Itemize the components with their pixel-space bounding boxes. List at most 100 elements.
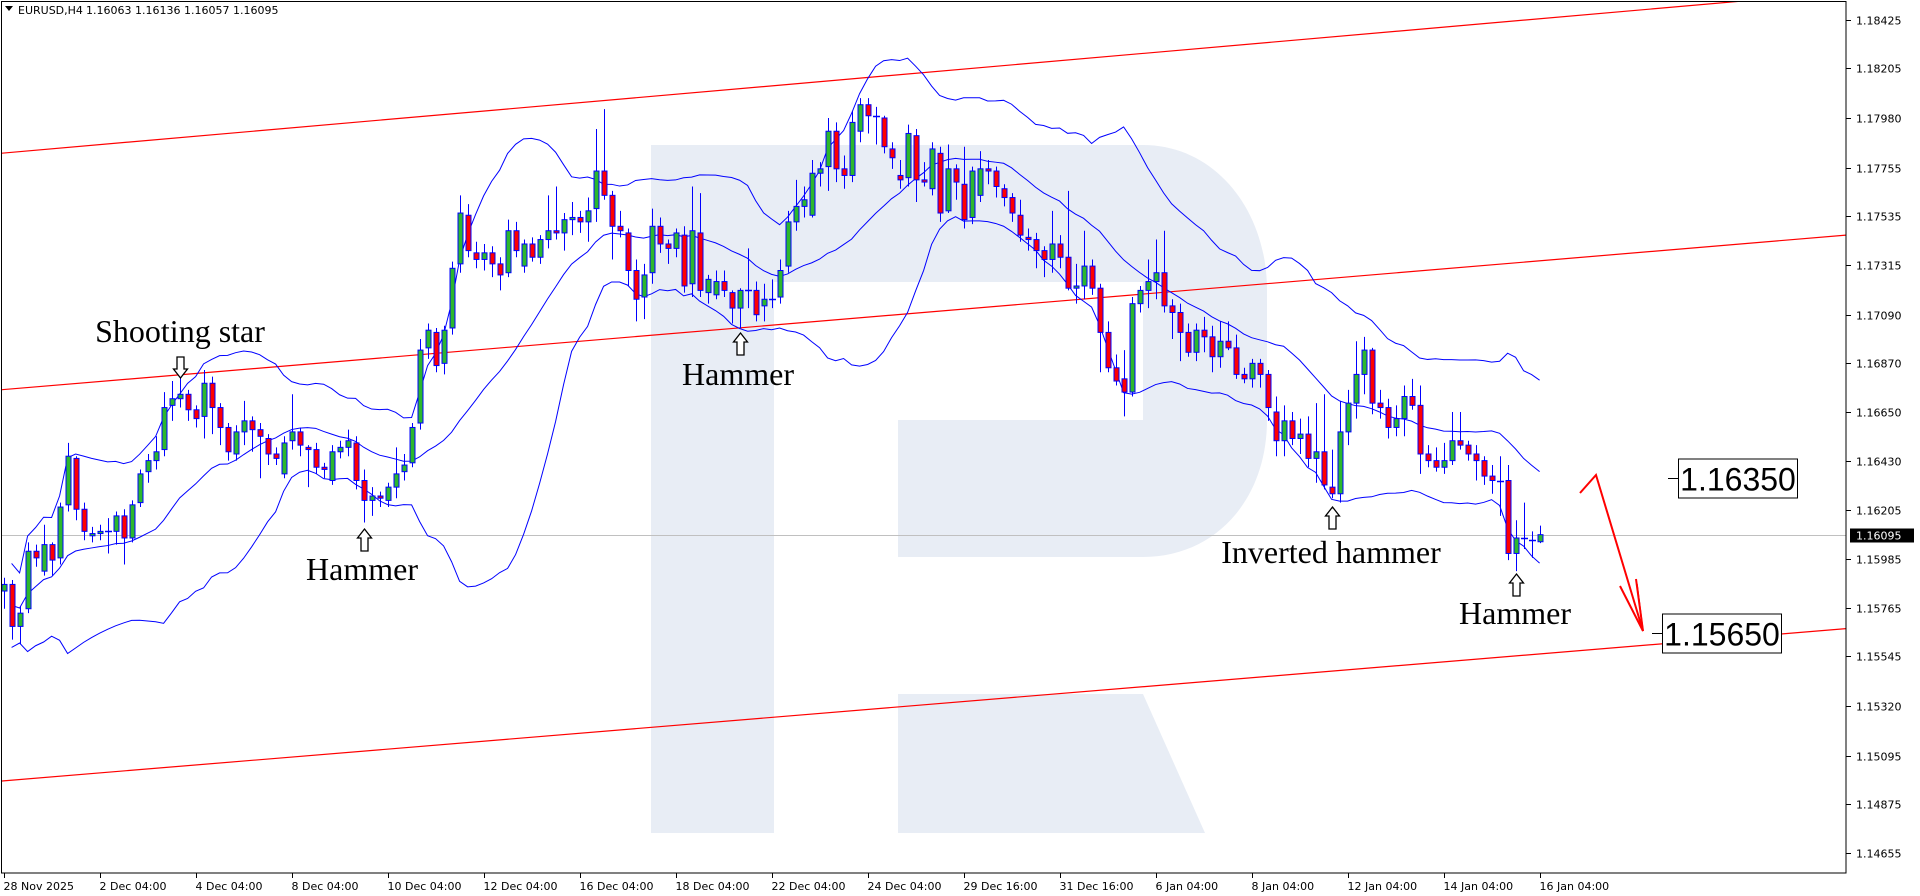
candle	[73, 456, 80, 521]
candle-body-bear	[1369, 349, 1376, 404]
candle-body-bear	[1105, 331, 1112, 369]
candle-body-bear	[553, 230, 560, 234]
candle	[801, 186, 808, 218]
candle-body-bull	[289, 431, 296, 442]
time-tick-label: 16 Jan 04:00	[1540, 880, 1610, 893]
candle	[465, 204, 472, 258]
candle	[601, 109, 608, 200]
candle	[49, 542, 56, 576]
price-tick-label: 1.18205	[1856, 63, 1902, 76]
candle	[1177, 303, 1184, 362]
candle-body-bear	[297, 431, 304, 446]
candle-body-bull	[1345, 402, 1352, 433]
candle	[1465, 440, 1472, 461]
candle-body-bear	[193, 409, 200, 420]
candle-body-bear	[1505, 480, 1512, 554]
channel-line	[2, 628, 1846, 782]
candle	[857, 98, 864, 143]
candle	[1353, 341, 1360, 419]
candle	[1225, 321, 1232, 351]
candle	[1233, 334, 1240, 379]
candle	[1305, 416, 1312, 468]
candle-body-bear	[49, 544, 56, 561]
candle-body-bull	[689, 230, 696, 285]
candle	[1121, 350, 1128, 417]
candle-body-bull	[585, 210, 592, 223]
candle	[1137, 285, 1144, 313]
candle-body-bull	[1393, 418, 1400, 428]
triangle-down-icon[interactable]	[5, 6, 13, 11]
price-tick-label: 1.15545	[1856, 651, 1902, 664]
candle	[873, 106, 880, 145]
candle-body-bear	[361, 480, 368, 501]
candle-body-bear	[1209, 336, 1216, 358]
candle-body-bull	[129, 504, 136, 539]
candle-body-bull	[817, 168, 824, 174]
candle-body-bull	[457, 212, 464, 265]
candle	[1297, 418, 1304, 454]
level-value: 1.16350	[1680, 462, 1796, 498]
candle-body-bull	[113, 515, 120, 532]
candle-body-bull	[825, 130, 832, 168]
price-axis[interactable]: 1.18425 1.18205 1.17980 1.17755 1.17535 1.173…	[1846, 15, 1902, 861]
candle	[1041, 246, 1048, 278]
candle	[625, 228, 632, 286]
candle-body-bull	[145, 460, 152, 473]
candle-body-bull	[233, 431, 240, 455]
price-tick-label: 1.16205	[1856, 505, 1902, 518]
candle-body-bull	[25, 550, 32, 610]
arrow-down-icon	[172, 356, 189, 380]
candle	[617, 210, 624, 238]
candle-body-bear	[993, 170, 1000, 188]
candle	[449, 261, 456, 335]
candle-body-bear	[1169, 305, 1176, 314]
candle	[585, 197, 592, 242]
candle-body-bull	[1449, 440, 1456, 462]
candle-body-bull	[337, 446, 344, 453]
candle-body-bear	[657, 225, 664, 245]
candle	[409, 423, 416, 468]
candle-body-bear	[665, 243, 672, 249]
candle	[1105, 321, 1112, 373]
candle-body-bull	[737, 289, 744, 309]
candle-body-bull	[1193, 329, 1200, 353]
candle	[993, 166, 1000, 198]
candle-body-bear	[209, 382, 216, 409]
candle-body-bear	[1177, 312, 1184, 333]
candle	[1241, 367, 1248, 384]
current-price-tag: 1.16095	[1850, 528, 1914, 543]
candle-body-bull	[201, 382, 208, 417]
candle	[25, 542, 32, 614]
candle-body-bear	[913, 135, 920, 181]
price-tick-label: 1.15985	[1856, 554, 1902, 567]
candle	[337, 440, 344, 459]
candle	[897, 159, 904, 189]
candle	[329, 445, 336, 485]
candle	[1393, 405, 1400, 437]
candle-body-bear	[721, 281, 728, 291]
candle	[641, 263, 648, 320]
candle	[1161, 230, 1168, 313]
candle	[1273, 396, 1280, 457]
candle	[721, 270, 728, 298]
candle	[209, 376, 216, 435]
candle-body-bear	[433, 331, 440, 367]
candle-body-bear	[625, 232, 632, 272]
candle	[89, 526, 96, 543]
candle	[1497, 456, 1504, 516]
candle	[737, 288, 744, 328]
price-tick-label: 1.15320	[1856, 701, 1902, 714]
candle-body-bear	[121, 515, 128, 539]
time-tick-label: 12 Dec 04:00	[484, 880, 558, 893]
time-axis[interactable]: 28 Nov 2025 2 Dec 04:00 4 Dec 04:00 8 Dec 0…	[4, 873, 1610, 893]
candle	[569, 201, 576, 236]
candle	[345, 429, 352, 457]
candle	[1129, 297, 1136, 397]
candle	[513, 221, 520, 258]
candle-body-bull	[593, 170, 600, 210]
candle	[177, 374, 184, 408]
candle-body-bull	[1401, 396, 1408, 420]
candle	[1257, 358, 1264, 388]
candle-body-bear	[225, 426, 232, 453]
candle	[265, 434, 272, 466]
